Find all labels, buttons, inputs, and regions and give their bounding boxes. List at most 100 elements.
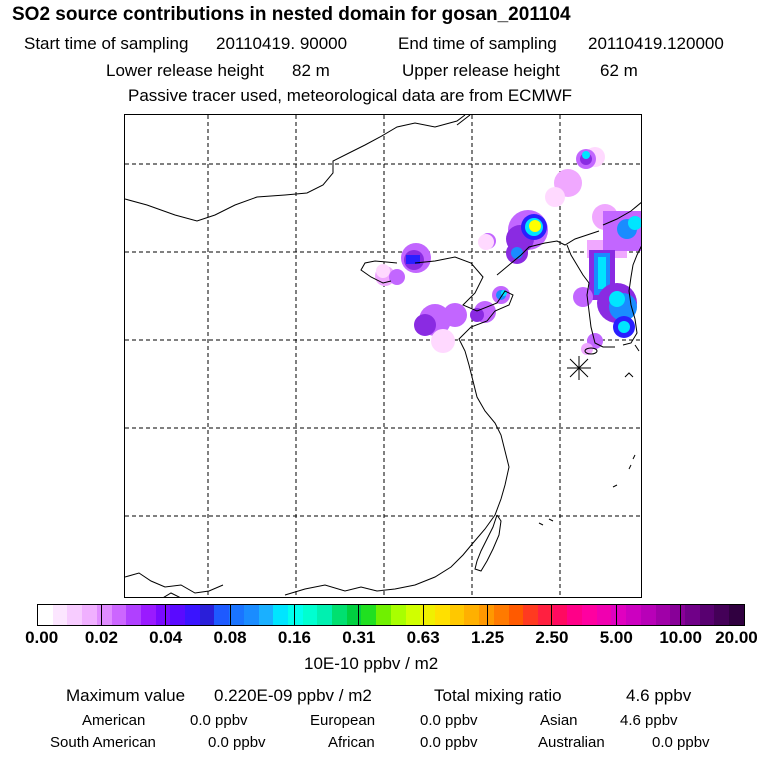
- colorbar-segment: [287, 605, 303, 625]
- receptor-asterisk-icon: [567, 356, 591, 380]
- colorbar-segment: [229, 605, 244, 625]
- colorbar-segment: [567, 605, 583, 625]
- colorbar-segment: [699, 605, 715, 625]
- colorbar-segment: [479, 605, 494, 625]
- colorbar-divider: [229, 604, 231, 626]
- region-asian-name: Asian: [540, 712, 578, 729]
- colorbar-segment: [140, 605, 156, 625]
- figure-title: SO2 source contributions in nested domai…: [12, 4, 571, 25]
- map-panel: [124, 114, 642, 598]
- colorbar-divider: [100, 604, 102, 626]
- colorbar-unit: 10E-10 ppbv / m2: [304, 654, 439, 673]
- max-value: 0.220E-09 ppbv / m2: [214, 686, 372, 705]
- colorbar-segment: [523, 605, 538, 625]
- colorbar-segment: [655, 605, 671, 625]
- region-african-value: 0.0 ppbv: [420, 734, 478, 751]
- map-grid: [125, 115, 641, 597]
- colorbar-tick-label: 0.08: [213, 628, 247, 647]
- colorbar-segment: [449, 605, 465, 625]
- colorbar-segment: [155, 605, 171, 625]
- colorbar-segment: [258, 605, 274, 625]
- colorbar-segment: [243, 605, 259, 625]
- colorbar-tick-label: 5.00: [599, 628, 633, 647]
- colorbar-segment: [714, 605, 730, 625]
- colorbar-segment: [317, 605, 333, 625]
- colorbar-tick-label: 0.04: [149, 628, 183, 647]
- upper-height-value: 62 m: [600, 61, 638, 80]
- colorbar-tick-label: 0.31: [342, 628, 376, 647]
- colorbar: [37, 604, 745, 626]
- colorbar-tick-label: 0.63: [406, 628, 440, 647]
- colorbar-segment: [214, 605, 230, 625]
- region-american-name: American: [82, 712, 146, 729]
- colorbar-segment: [434, 605, 450, 625]
- colorbar-segment: [537, 605, 553, 625]
- colorbar-tick-label: 0.16: [277, 628, 311, 647]
- colorbar-divider: [358, 604, 360, 626]
- colorbar-divider: [615, 604, 617, 626]
- total-mixing-label: Total mixing ratio: [434, 686, 562, 705]
- colorbar-tick-label: 2.50: [535, 628, 569, 647]
- region-american-value: 0.0 ppbv: [190, 712, 248, 729]
- colorbar-segment: [332, 605, 347, 625]
- colorbar-tick-label: 1.25: [470, 628, 505, 647]
- region-australian-value: 0.0 ppbv: [652, 734, 710, 751]
- colorbar-segment: [640, 605, 656, 625]
- colorbar-segment: [346, 605, 362, 625]
- coastline-layer: [125, 115, 641, 597]
- region-european-value: 0.0 ppbv: [420, 712, 478, 729]
- end-time-label: End time of sampling: [398, 34, 557, 53]
- colorbar-tick-label: 10.00: [659, 628, 702, 647]
- upper-height-label: Upper release height: [402, 61, 560, 80]
- colorbar-divider: [680, 604, 682, 626]
- colorbar-segment: [170, 605, 186, 625]
- colorbar-divider: [165, 604, 167, 626]
- colorbar-segment: [670, 605, 685, 625]
- colorbar-segment: [361, 605, 377, 625]
- region-south-american-name: South American: [50, 734, 156, 751]
- colorbar-segment: [493, 605, 509, 625]
- colorbar-segment: [38, 605, 53, 625]
- colorbar-tick-label: 20.00: [715, 628, 758, 647]
- total-mixing-value: 4.6 ppbv: [626, 686, 692, 705]
- colorbar-segment: [420, 605, 435, 625]
- colorbar-segment: [111, 605, 127, 625]
- colorbar-segment: [199, 605, 215, 625]
- start-time-value: 20110419. 90000: [216, 34, 348, 53]
- colorbar-segment: [508, 605, 524, 625]
- colorbar-segment: [582, 605, 597, 625]
- colorbar-segment: [390, 605, 406, 625]
- region-european-name: European: [310, 712, 376, 729]
- colorbar-divider: [422, 604, 424, 626]
- colorbar-segment: [376, 605, 391, 625]
- colorbar-segment: [405, 605, 421, 625]
- lower-height-value: 82 m: [292, 61, 330, 80]
- colorbar-segment: [596, 605, 612, 625]
- region-african-name: African: [328, 734, 375, 751]
- colorbar-segment: [126, 605, 141, 625]
- colorbar-segment: [729, 605, 744, 625]
- colorbar-segment: [273, 605, 288, 625]
- region-south-american-value: 0.0 ppbv: [208, 734, 266, 751]
- colorbar-segment: [96, 605, 112, 625]
- colorbar-segment: [552, 605, 568, 625]
- colorbar-tick-label: 0.02: [84, 628, 118, 647]
- region-australian-name: Australian: [538, 734, 605, 751]
- colorbar-tick-label: 0.00: [25, 628, 59, 647]
- colorbar-segment: [52, 605, 68, 625]
- colorbar-segment: [684, 605, 700, 625]
- end-time-value: 20110419.120000: [588, 34, 724, 53]
- tracer-note: Passive tracer used, meteorological data…: [128, 86, 573, 105]
- colorbar-segment: [67, 605, 83, 625]
- colorbar-divider: [551, 604, 553, 626]
- colorbar-segment: [82, 605, 97, 625]
- start-time-label: Start time of sampling: [24, 34, 189, 53]
- colorbar-segment: [464, 605, 480, 625]
- colorbar-segment: [302, 605, 318, 625]
- colorbar-segment: [611, 605, 627, 625]
- colorbar-segment: [626, 605, 641, 625]
- max-value-label: Maximum value: [66, 686, 186, 705]
- region-asian-value: 4.6 ppbv: [620, 712, 678, 729]
- colorbar-divider: [293, 604, 295, 626]
